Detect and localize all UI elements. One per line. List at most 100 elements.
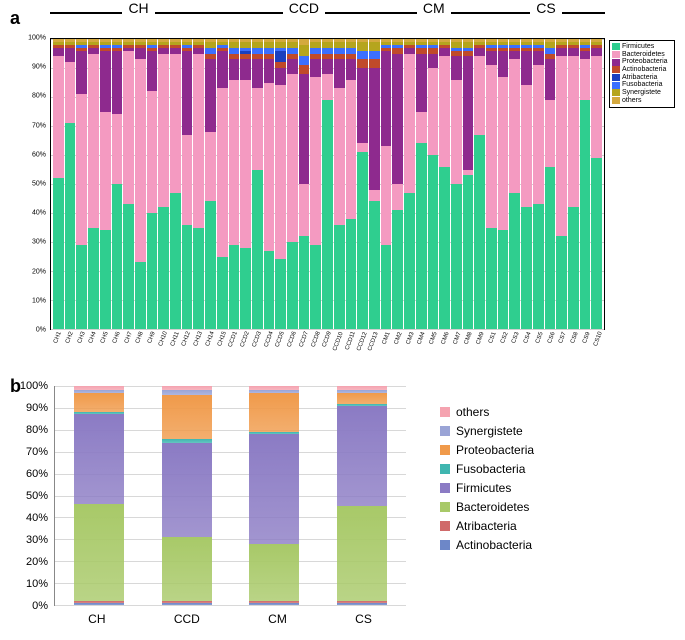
seg-proteobacteria xyxy=(580,51,591,60)
legend-swatch xyxy=(612,59,620,66)
seg-bacteroidetes xyxy=(229,80,240,245)
ytick: 0% xyxy=(32,600,48,612)
seg-bacteroidetes xyxy=(158,54,169,208)
seg-firmicutes xyxy=(229,245,240,329)
legend-label: Actinobacteria xyxy=(622,66,666,74)
seg-actinobacteria xyxy=(299,65,310,74)
panel-b-chart-area: 0%10%20%30%40%50%60%70%80%90%100% CHCCDC… xyxy=(10,380,410,630)
bar-cm1 xyxy=(381,39,392,329)
panel-a-label: a xyxy=(10,8,20,29)
seg-firmicutes xyxy=(322,100,333,329)
seg-proteobacteria xyxy=(275,68,286,85)
seg-proteobacteria xyxy=(112,51,123,115)
panel-a-bars xyxy=(51,39,604,329)
bar-cm2 xyxy=(392,39,403,329)
seg-synergistete xyxy=(369,42,380,51)
seg-proteobacteria xyxy=(182,51,193,135)
seg-firmicutes xyxy=(580,100,591,329)
seg-proteobacteria xyxy=(337,393,387,404)
legend-swatch xyxy=(612,51,620,58)
seg-firmicutes xyxy=(252,170,263,330)
legend-label: Atribacteria xyxy=(456,519,517,533)
seg-proteobacteria xyxy=(334,59,345,88)
seg-firmicutes xyxy=(591,158,602,329)
panel-a-xaxis: CH1CH2CH3CH4CH5CH6CH7CH8CH9CH10CH11CH12C… xyxy=(50,332,605,360)
seg-firmicutes xyxy=(287,242,298,329)
panel-b-yaxis: 0%10%20%30%40%50%60%70%80%90%100% xyxy=(10,386,52,606)
ytick: 90% xyxy=(26,402,48,414)
bar-cs7 xyxy=(556,39,567,329)
seg-actinobacteria xyxy=(249,603,299,605)
seg-bacteroidetes xyxy=(381,146,392,245)
legend-item-fusobacteria: Fusobacteria xyxy=(440,462,534,476)
seg-firmicutes xyxy=(123,204,134,329)
seg-proteobacteria xyxy=(498,51,509,77)
ytick: 80% xyxy=(26,424,48,436)
seg-firmicutes xyxy=(299,236,310,329)
bar-cs xyxy=(337,386,387,605)
seg-firmicutes xyxy=(369,201,380,329)
seg-firmicutes xyxy=(451,184,462,329)
ytick: 100% xyxy=(28,35,46,42)
bar-ch2 xyxy=(65,39,76,329)
bar-ch8 xyxy=(135,39,146,329)
seg-firmicutes xyxy=(217,257,228,330)
bar-ch12 xyxy=(182,39,193,329)
seg-bacteroidetes xyxy=(74,504,124,600)
bar-ch15 xyxy=(217,39,228,329)
bar-cs9 xyxy=(580,39,591,329)
panel-b: b 0%10%20%30%40%50%60%70%80%90%100% CHCC… xyxy=(10,380,675,630)
gridline xyxy=(51,329,604,330)
bar-ch13 xyxy=(193,39,204,329)
bar-ch3 xyxy=(76,39,87,329)
seg-bacteroidetes xyxy=(162,537,212,601)
legend-item-firmicutes: Firmicutes xyxy=(612,43,672,51)
seg-bacteroidetes xyxy=(357,143,368,152)
legend-label: Actinobacteria xyxy=(456,538,532,552)
legend-label: Synergistete xyxy=(456,424,523,438)
seg-proteobacteria xyxy=(346,59,357,79)
legend-item-bacteroidetes: Bacteroidetes xyxy=(612,51,672,59)
seg-bacteroidetes xyxy=(123,51,134,205)
xtick: CCD xyxy=(174,612,200,630)
seg-firmicutes xyxy=(162,443,212,537)
seg-bacteroidetes xyxy=(147,91,158,213)
bar-cs3 xyxy=(509,39,520,329)
seg-proteobacteria xyxy=(287,59,298,74)
seg-bacteroidetes xyxy=(193,54,204,228)
seg-proteobacteria xyxy=(205,59,216,132)
seg-proteobacteria xyxy=(416,54,427,112)
bar-ccd12 xyxy=(357,39,368,329)
seg-firmicutes xyxy=(310,245,321,329)
ytick: 40% xyxy=(32,210,46,217)
legend-swatch xyxy=(440,521,450,531)
seg-proteobacteria xyxy=(299,74,310,184)
bar-ccd10 xyxy=(334,39,345,329)
seg-proteobacteria xyxy=(439,48,450,57)
seg-proteobacteria xyxy=(135,48,146,60)
seg-bacteroidetes xyxy=(299,184,310,236)
legend-item-others: others xyxy=(440,405,534,419)
legend-swatch xyxy=(612,82,620,89)
seg-proteobacteria xyxy=(474,48,485,57)
seg-bacteroidetes xyxy=(392,184,403,210)
bar-ch5 xyxy=(100,39,111,329)
panel-a-plot xyxy=(50,38,605,330)
bar-ccd2 xyxy=(240,39,251,329)
seg-bacteroidetes xyxy=(100,112,111,231)
legend-swatch xyxy=(612,43,620,50)
seg-proteobacteria xyxy=(53,48,64,57)
seg-proteobacteria xyxy=(65,48,76,63)
seg-bacteroidetes xyxy=(521,85,532,207)
legend-swatch xyxy=(612,66,620,73)
bar-cs6 xyxy=(545,39,556,329)
bar-ch6 xyxy=(112,39,123,329)
ytick: 30% xyxy=(26,534,48,546)
legend-swatch xyxy=(440,540,450,550)
seg-firmicutes xyxy=(521,207,532,329)
seg-firmicutes xyxy=(463,175,474,329)
seg-firmicutes xyxy=(53,178,64,329)
seg-firmicutes xyxy=(392,210,403,329)
seg-proteobacteria xyxy=(545,59,556,100)
bar-cm7 xyxy=(451,39,462,329)
